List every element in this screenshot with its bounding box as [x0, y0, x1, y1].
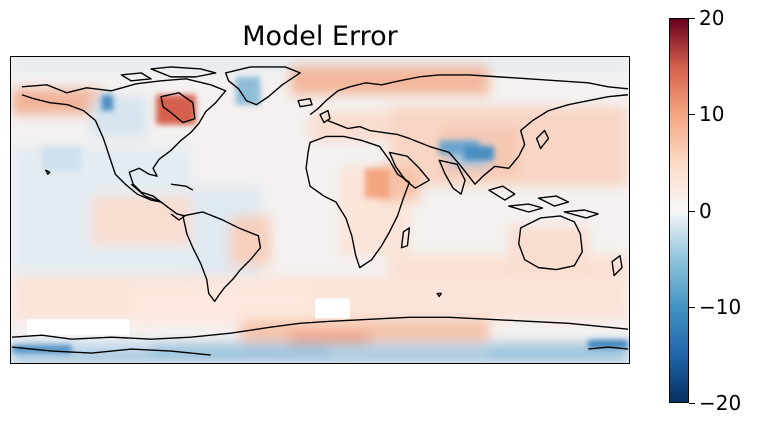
missing-data-region — [26, 319, 130, 336]
coastline-japan — [535, 129, 550, 150]
colorbar-tick — [689, 18, 695, 19]
error-field-patches — [12, 57, 628, 363]
colorbar-tick — [689, 211, 695, 212]
colorbar-tick — [689, 403, 695, 404]
coastline-southeast-asia — [488, 185, 516, 201]
coastlines — [11, 66, 629, 356]
world-map — [11, 57, 629, 363]
coastline-australia — [518, 215, 583, 271]
colorbar — [669, 18, 689, 403]
coastline-arctic-islands — [150, 66, 217, 78]
colorbar-tick-label: −20 — [699, 391, 742, 415]
coastline-new-zealand — [611, 255, 623, 277]
colorbar-tick-label: −10 — [699, 295, 742, 319]
coastline-antarctica — [11, 316, 629, 340]
colorbar-tick-label: 20 — [699, 6, 725, 30]
coastline-arabia — [388, 151, 430, 189]
coastline-asia — [409, 94, 629, 185]
coastline-europe — [309, 74, 629, 116]
map-title: Model Error — [242, 21, 398, 52]
coastline-uk — [319, 109, 331, 124]
colorbar-tick-label: 0 — [699, 199, 712, 223]
coastline-india — [438, 159, 466, 195]
colorbar-tick — [689, 307, 695, 308]
missing-data-region — [315, 298, 350, 319]
coastline-hudson-bay — [160, 92, 196, 124]
error-field-hotspots — [12, 76, 628, 354]
coastline-central-america — [130, 183, 186, 221]
coastline-africa — [305, 135, 411, 269]
map-plot-area — [10, 56, 630, 364]
colorbar-tick — [689, 114, 695, 115]
colorbar-tick-label: 10 — [699, 102, 725, 126]
coastline-north-america — [21, 78, 227, 203]
coastline-greenland — [224, 66, 301, 106]
coastline-south-america — [182, 211, 262, 303]
